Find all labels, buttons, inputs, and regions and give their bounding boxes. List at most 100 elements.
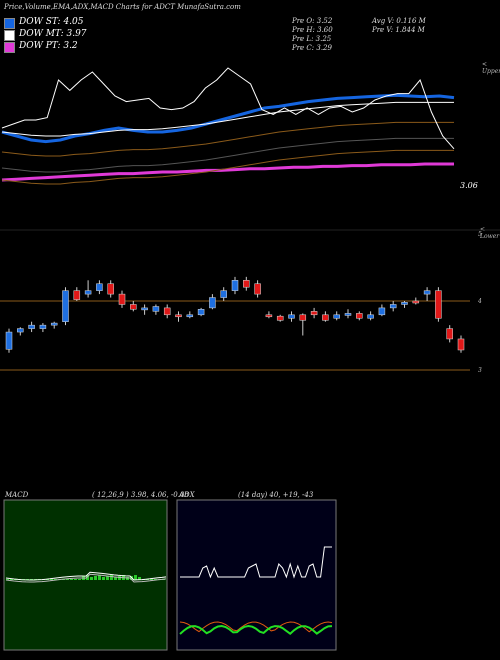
candle-body-3: [39, 324, 47, 329]
ema-line-2: [1, 162, 454, 182]
candle-body-22: [254, 283, 261, 295]
macd-hist-15: [66, 579, 69, 580]
adx-line: [180, 546, 332, 579]
price-close-line: [1, 67, 455, 150]
macd-hist-27: [114, 577, 117, 580]
macd-hist-37: [154, 579, 157, 580]
prev-high: Pre H: 3.60: [292, 26, 333, 34]
prev-open: Pre O: 3.52: [292, 17, 333, 25]
upper-tag: < Upper: [482, 61, 500, 75]
legend-swatch-st: [4, 18, 15, 29]
candle-body-18: [209, 297, 216, 309]
adx-title: ADX: [179, 491, 195, 499]
macd-params: ( 12,26,9 ) 3.98, 4.06, -0.08: [92, 491, 189, 499]
macd-hist-22: [94, 576, 97, 580]
macd-hist-0: [6, 579, 9, 580]
prev-low: Pre L: 3.25: [292, 35, 332, 43]
macd-title: MACD: [5, 491, 29, 499]
legend-label-st: DOW ST: 4.05: [19, 17, 84, 27]
candle-body-1: [17, 328, 24, 333]
candle-body-12: [141, 307, 148, 311]
macd-hist-21: [90, 577, 93, 580]
ytick-5: 5: [478, 231, 482, 238]
macd-hist-20: [86, 575, 89, 580]
candle-body-9: [107, 283, 114, 295]
candle-body-33: [378, 307, 386, 316]
ema-line-1: [1, 101, 454, 137]
candle-body-37: [423, 290, 431, 295]
macd-hist-26: [110, 575, 113, 580]
macd-hist-28: [118, 576, 121, 580]
candle-body-6: [73, 290, 81, 300]
candle-body-36: [412, 300, 420, 304]
ema-line-0: [1, 93, 455, 144]
envelope-line-1: [1, 137, 454, 173]
legend-label-mt: DOW MT: 3.97: [19, 29, 87, 39]
avg-volume: Avg V: 0.116 M: [372, 17, 426, 25]
macd-hist-12: [54, 579, 57, 580]
adx-params: (14 day) 40, +19, -43: [238, 491, 314, 499]
candle-body-4: [50, 322, 58, 326]
macd-line: [5, 571, 167, 581]
lower-tag: < Lower: [480, 226, 500, 240]
macd-hist-30: [126, 577, 129, 580]
candle-body-2: [28, 324, 35, 329]
candle-body-35: [401, 302, 408, 305]
candle-body-21: [243, 280, 250, 288]
macd-hist-36: [150, 579, 153, 580]
macd-hist-18: [78, 579, 81, 580]
candle-body-32: [367, 314, 374, 319]
ytick-4: 4: [478, 298, 482, 305]
candle-body-30: [344, 313, 352, 316]
candle-body-27: [310, 311, 318, 316]
macd-hist-24: [102, 577, 105, 580]
candle-body-38: [435, 290, 442, 319]
candle-body-28: [322, 314, 329, 321]
macd-hist-16: [70, 579, 73, 580]
macd-hist-1: [10, 579, 13, 580]
macd-signal-line: [5, 573, 167, 583]
candle-body-29: [333, 314, 340, 319]
adx-plus-di-line: [179, 624, 333, 635]
candle-body-23: [265, 314, 273, 318]
adx-minus-di-line: [179, 621, 333, 633]
candle-body-39: [446, 328, 453, 340]
candle-body-11: [130, 304, 137, 310]
adx-panel: [176, 499, 337, 651]
candle-body-8: [96, 283, 103, 291]
candle-body-14: [163, 307, 171, 316]
candle-body-16: [186, 314, 194, 318]
legend-swatch-pt: [4, 42, 15, 53]
candle-body-40: [457, 338, 465, 351]
candle-body-0: [5, 331, 13, 350]
candle-body-10: [118, 293, 126, 305]
macd-hist-23: [98, 575, 101, 580]
prev-close: Pre C: 3.29: [292, 44, 332, 52]
legend-swatch-mt: [4, 30, 15, 41]
envelope-line-0: [1, 121, 454, 157]
candle-body-24: [276, 315, 284, 321]
candle-body-15: [175, 314, 182, 318]
last-price-label: 3.06: [460, 181, 478, 190]
macd-hist-33: [138, 577, 141, 580]
macd-hist-25: [106, 576, 109, 580]
candle-body-7: [84, 290, 92, 295]
candle-body-20: [231, 280, 239, 291]
chart-title: Price,Volume,EMA,ADX,MACD Charts for ADC…: [4, 3, 241, 11]
candle-body-13: [152, 306, 160, 312]
ytick-3: 3: [478, 367, 482, 374]
legend-label-pt: DOW PT: 3.2: [19, 41, 78, 51]
candle-body-5: [62, 290, 69, 322]
macd-hist-17: [74, 579, 77, 580]
legend-dow-mt: DOW MT: 3.97: [4, 29, 164, 41]
macd-panel: [3, 499, 168, 651]
candle-body-25: [288, 314, 295, 319]
macd-hist-11: [50, 579, 53, 580]
candle-body-26: [299, 314, 307, 321]
legend-dow-pt: DOW PT: 3.2: [4, 41, 164, 53]
candle-body-31: [356, 313, 363, 319]
legend-dow-st: DOW ST: 4.05: [4, 17, 164, 29]
candle-body-17: [197, 309, 205, 316]
candle-body-19: [220, 290, 227, 298]
